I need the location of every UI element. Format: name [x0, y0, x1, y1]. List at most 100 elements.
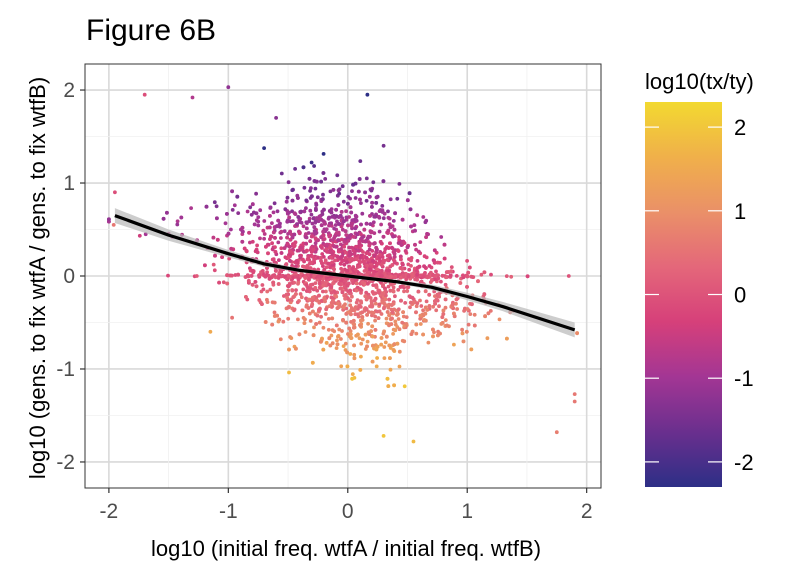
- data-point: [397, 349, 402, 354]
- data-point: [415, 213, 420, 218]
- data-point: [399, 298, 403, 303]
- data-point: [307, 311, 312, 316]
- data-point: [390, 316, 394, 321]
- data-point: [250, 202, 255, 207]
- data-point: [308, 319, 313, 323]
- data-point: [276, 319, 281, 324]
- data-point: [347, 326, 352, 331]
- data-point: [225, 212, 229, 216]
- data-point: [360, 337, 365, 342]
- data-point: [310, 194, 314, 199]
- colorbar-tick-label: 0: [734, 283, 746, 308]
- data-point: [357, 248, 361, 253]
- data-point: [338, 286, 343, 291]
- data-point: [220, 255, 225, 259]
- data-point: [263, 320, 268, 324]
- data-point: [285, 235, 289, 240]
- data-point: [452, 311, 456, 316]
- data-point: [396, 288, 401, 292]
- data-point: [467, 265, 472, 270]
- data-point: [360, 310, 365, 315]
- data-point: [271, 280, 276, 285]
- data-point: [294, 346, 298, 351]
- data-point: [321, 325, 326, 330]
- data-point: [313, 219, 318, 224]
- data-point: [395, 341, 400, 346]
- data-point: [296, 215, 301, 219]
- data-point: [366, 321, 370, 326]
- data-point: [366, 310, 371, 314]
- data-point: [410, 274, 415, 278]
- data-point: [452, 342, 456, 347]
- data-point: [442, 256, 447, 261]
- chart-title: Figure 6B: [86, 14, 216, 47]
- data-point: [373, 328, 378, 332]
- data-point: [352, 356, 357, 361]
- data-point: [367, 194, 372, 199]
- data-point: [255, 243, 259, 248]
- data-point: [312, 164, 316, 168]
- data-point: [397, 235, 401, 240]
- data-point: [308, 239, 313, 244]
- data-point: [297, 332, 302, 337]
- data-point: [368, 222, 373, 227]
- data-point: [388, 356, 392, 360]
- data-point: [324, 341, 329, 345]
- data-point: [306, 297, 311, 302]
- data-point: [400, 261, 405, 266]
- data-point: [312, 325, 316, 330]
- data-point: [230, 315, 235, 320]
- data-point: [436, 276, 441, 281]
- data-point: [370, 258, 375, 263]
- data-point: [443, 282, 448, 287]
- x-axis: -2 -1 0 1 2: [100, 488, 593, 523]
- data-point: [276, 282, 281, 286]
- data-point: [297, 218, 302, 223]
- data-point: [308, 266, 313, 271]
- data-point: [244, 295, 248, 299]
- data-point: [284, 199, 289, 204]
- data-point: [357, 264, 362, 269]
- data-point: [292, 243, 297, 248]
- data-point: [307, 219, 312, 224]
- data-point: [346, 332, 350, 336]
- data-point: [261, 287, 266, 292]
- data-point: [470, 275, 475, 279]
- data-point: [371, 311, 376, 315]
- data-point: [268, 214, 272, 218]
- data-point: [261, 228, 266, 233]
- data-point: [402, 384, 407, 389]
- data-point: [358, 159, 363, 164]
- data-point: [392, 251, 397, 256]
- data-point: [303, 275, 308, 279]
- data-point: [367, 243, 372, 248]
- data-point: [328, 245, 332, 250]
- data-point: [339, 237, 344, 242]
- data-point: [316, 219, 321, 224]
- data-point: [345, 350, 349, 355]
- data-point: [445, 323, 449, 328]
- data-point: [370, 205, 374, 209]
- data-point: [257, 298, 262, 302]
- data-point: [356, 189, 361, 194]
- data-point: [388, 367, 393, 372]
- colorbar-tick-label: -1: [734, 366, 754, 391]
- data-point: [335, 254, 340, 259]
- data-point: [267, 225, 272, 230]
- data-point: [363, 332, 368, 337]
- data-point: [319, 339, 323, 344]
- data-point: [311, 216, 316, 221]
- data-point: [240, 239, 245, 244]
- data-point: [270, 257, 275, 262]
- data-point: [111, 223, 116, 227]
- data-point: [382, 356, 387, 360]
- data-point: [353, 312, 358, 316]
- data-point: [409, 332, 414, 336]
- data-point: [350, 372, 355, 376]
- data-point: [376, 214, 381, 219]
- data-point: [404, 322, 409, 326]
- data-point: [388, 225, 393, 230]
- data-point: [203, 263, 207, 268]
- data-point: [382, 329, 386, 334]
- data-point: [359, 299, 363, 304]
